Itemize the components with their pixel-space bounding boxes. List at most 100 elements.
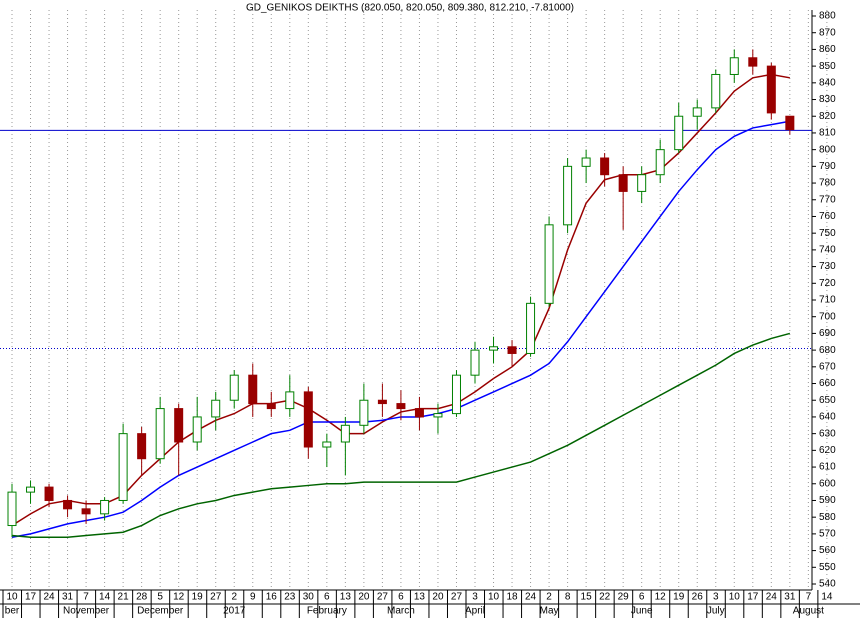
candle-body [785, 115, 795, 131]
y-tick-label: 790 [819, 161, 836, 172]
y-tick-label: 760 [819, 211, 836, 222]
y-tick-label: 560 [819, 545, 836, 556]
x-tick-label: 15 [581, 592, 593, 603]
month-label: August [793, 606, 824, 617]
candle-body [637, 174, 647, 192]
candle-body [340, 424, 350, 443]
candle-body [63, 499, 73, 510]
y-tick-label: 680 [819, 345, 836, 356]
x-tick-label: 31 [784, 592, 796, 603]
month-label: 2017 [223, 606, 246, 617]
candle-body [81, 508, 91, 515]
candle-body [563, 165, 573, 226]
x-tick-label: 12 [173, 592, 185, 603]
y-tick-label: 610 [819, 462, 836, 473]
moving-average-line [11, 332, 791, 538]
month-label: February [307, 606, 347, 617]
y-tick-label: 570 [819, 529, 836, 540]
y-tick-label: 750 [819, 228, 836, 239]
candle-body [118, 433, 128, 501]
y-tick-label: 820 [819, 111, 836, 122]
y-tick-label: 780 [819, 178, 836, 189]
x-tick-label: 23 [284, 592, 296, 603]
x-tick-label: 27 [451, 592, 463, 603]
x-tick-label: 2 [231, 592, 237, 603]
candle-body [729, 57, 739, 75]
candle-body [44, 486, 54, 501]
y-tick-label: 880 [819, 11, 836, 22]
x-tick-label: 30 [303, 592, 315, 603]
y-tick-label: 870 [819, 27, 836, 38]
candle-body [711, 73, 721, 109]
candle-body [26, 486, 36, 493]
candle-body [674, 115, 684, 151]
x-tick-label: 6 [639, 592, 645, 603]
candle-body [359, 399, 369, 426]
x-tick-label: 17 [25, 592, 37, 603]
x-tick-label: 26 [692, 592, 704, 603]
candle-body [618, 174, 628, 192]
x-tick-label: 22 [599, 592, 611, 603]
x-tick-label: 21 [118, 592, 130, 603]
x-tick-label: 20 [432, 592, 444, 603]
chart-title: GD_GENIKOS DEIKTHS (820.050, 820.050, 80… [246, 3, 574, 14]
candle-body [211, 399, 221, 418]
x-tick-label: 7 [806, 592, 812, 603]
candle-body [414, 408, 424, 418]
month-label: July [707, 606, 725, 617]
candle-body [489, 346, 499, 351]
candle-body [248, 374, 258, 405]
candle-body [266, 403, 276, 410]
y-tick-label: 700 [819, 311, 836, 322]
x-tick-label: 20 [358, 592, 370, 603]
candle-body [377, 399, 387, 405]
x-tick-label: 29 [618, 592, 630, 603]
month-label: June [631, 606, 653, 617]
y-tick-label: 860 [819, 44, 836, 55]
candle-body [766, 65, 776, 114]
candle-body [655, 149, 665, 176]
x-tick-label: 10 [488, 592, 500, 603]
candle-body [748, 57, 758, 67]
y-tick-label: 770 [819, 194, 836, 205]
x-tick-label: 24 [766, 592, 778, 603]
x-tick-label: 10 [6, 592, 18, 603]
y-tick-label: 850 [819, 61, 836, 72]
x-tick-label: 6 [398, 592, 404, 603]
month-label: May [540, 606, 559, 617]
x-tick-label: 31 [62, 592, 74, 603]
candle-body [581, 157, 591, 167]
month-label: March [387, 606, 415, 617]
x-tick-label: 5 [157, 592, 163, 603]
x-tick-label: 2 [546, 592, 552, 603]
candle-body [137, 433, 147, 460]
x-tick-label: 24 [43, 592, 55, 603]
candle-body [7, 491, 17, 527]
x-tick-label: 24 [525, 592, 537, 603]
x-tick-label: 3 [472, 592, 478, 603]
month-label: December [137, 606, 184, 617]
y-tick-label: 660 [819, 378, 836, 389]
x-tick-label: 19 [192, 592, 204, 603]
y-tick-label: 600 [819, 478, 836, 489]
candle-body [174, 408, 184, 443]
y-tick-label: 550 [819, 562, 836, 573]
x-tick-label: 13 [340, 592, 352, 603]
candle-body [470, 349, 480, 376]
x-tick-label: 9 [250, 592, 256, 603]
y-tick-label: 630 [819, 428, 836, 439]
y-tick-label: 810 [819, 128, 836, 139]
x-tick-label: 3 [713, 592, 719, 603]
candle-body [229, 374, 239, 401]
y-tick-label: 650 [819, 395, 836, 406]
y-tick-label: 730 [819, 261, 836, 272]
x-tick-label: 6 [324, 592, 330, 603]
y-tick-label: 580 [819, 512, 836, 523]
y-tick-label: 620 [819, 445, 836, 456]
x-tick-label: 16 [266, 592, 278, 603]
y-tick-label: 640 [819, 412, 836, 423]
y-tick-label: 830 [819, 94, 836, 105]
y-tick-label: 800 [819, 144, 836, 155]
y-tick-label: 720 [819, 278, 836, 289]
candle-body [507, 346, 517, 354]
